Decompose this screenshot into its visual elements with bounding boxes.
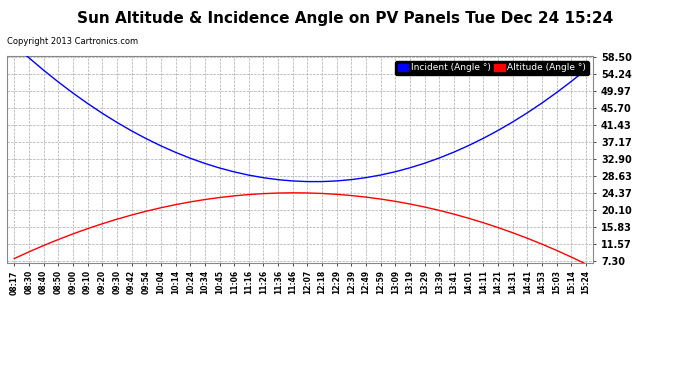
Legend: Incident (Angle °), Altitude (Angle °): Incident (Angle °), Altitude (Angle °) <box>395 61 589 75</box>
Text: Sun Altitude & Incidence Angle on PV Panels Tue Dec 24 15:24: Sun Altitude & Incidence Angle on PV Pan… <box>77 11 613 26</box>
Text: Copyright 2013 Cartronics.com: Copyright 2013 Cartronics.com <box>7 38 138 46</box>
